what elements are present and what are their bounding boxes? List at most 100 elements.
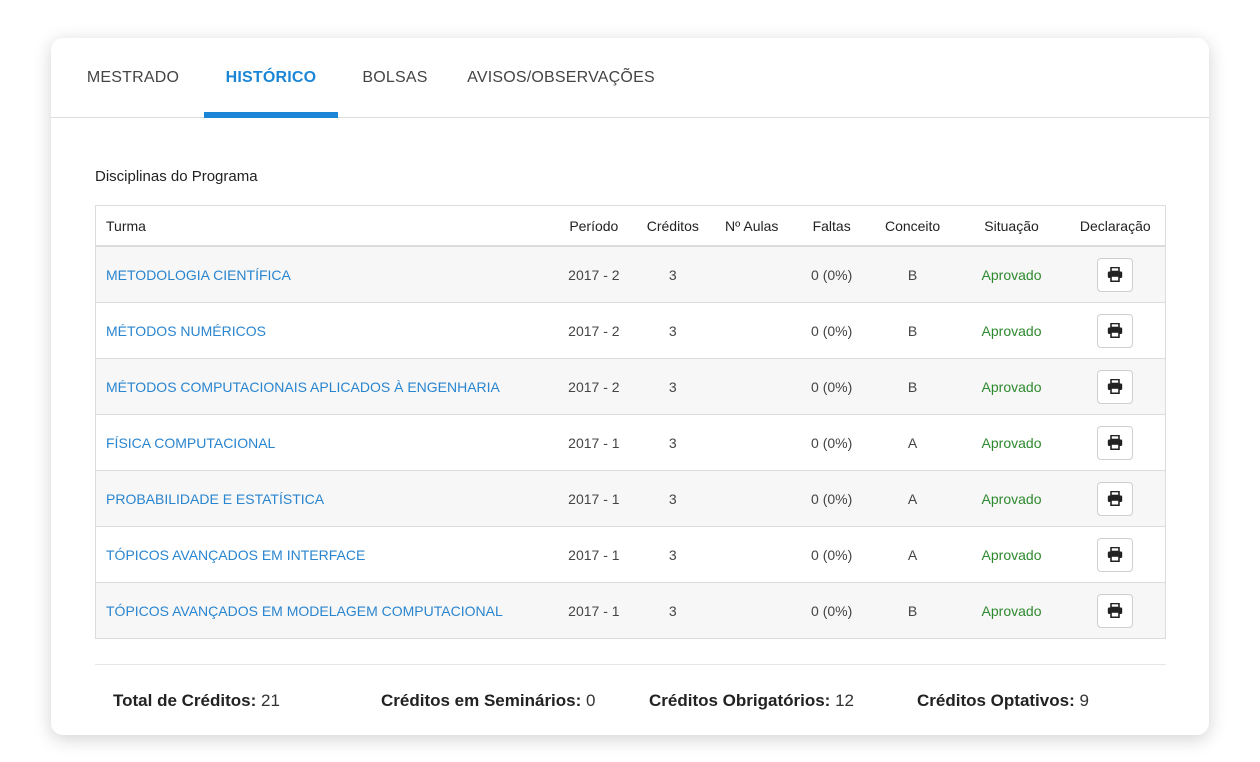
aulas-cell-td <box>707 582 796 639</box>
print-declaracao-button[interactable] <box>1097 537 1134 572</box>
situacao-cell: Aprovado <box>981 266 1042 283</box>
print-declaracao-button[interactable] <box>1097 481 1134 516</box>
printer-icon <box>1107 603 1123 618</box>
periodo-cell: 2017 - 2 <box>568 378 620 395</box>
total-creditos-label: Total de Créditos: <box>113 691 257 710</box>
conceito-cell-td: B <box>867 245 958 303</box>
turma-link-td: MÉTODOS NUMÉRICOS <box>95 302 550 359</box>
aulas-cell-td <box>707 245 796 303</box>
conceito-cell-td: A <box>867 470 958 527</box>
turma-link[interactable]: PROBABILIDADE E ESTATÍSTICA <box>106 490 325 507</box>
table-row: TÓPICOS AVANÇADOS EM INTERFACE 2017 - 1 3 0… <box>95 526 1166 583</box>
creditos-cell-td: 3 <box>637 358 708 415</box>
turma-link-td: METODOLOGIA CIENTÍFICA <box>95 245 550 303</box>
total-creditos: Total de Créditos: 21 <box>113 691 280 711</box>
situacao-cell: Aprovado <box>981 490 1042 507</box>
faltas-cell: 0 (0%) <box>811 602 853 619</box>
periodo-cell: 2017 - 1 <box>568 434 620 451</box>
periodo-cell: 2017 - 1 <box>568 602 620 619</box>
printer-icon <box>1107 435 1123 450</box>
faltas-cell: 0 (0%) <box>811 378 853 395</box>
situacao-cell: Aprovado <box>981 546 1042 563</box>
conceito-cell: B <box>907 322 918 339</box>
header-declaracao[interactable]: Declaração <box>1065 205 1166 247</box>
conceito-cell-td: A <box>867 526 958 583</box>
header-turma[interactable]: Turma <box>95 205 550 247</box>
periodo-cell-td: 2017 - 1 <box>549 582 638 639</box>
header-creditos[interactable]: Créditos <box>637 205 708 247</box>
situacao-cell: Aprovado <box>981 434 1042 451</box>
situacao-cell-td: Aprovado <box>957 302 1066 359</box>
print-declaracao-button[interactable] <box>1097 313 1134 348</box>
printer-icon <box>1107 379 1123 394</box>
declaracao-td <box>1065 302 1166 359</box>
header-periodo[interactable]: Período <box>549 205 638 247</box>
creditos-optativos-label: Créditos Optativos: <box>917 691 1075 710</box>
creditos-cell-td: 3 <box>637 302 708 359</box>
section-title: Disciplinas do Programa <box>95 168 258 185</box>
declaracao-td <box>1065 582 1166 639</box>
print-declaracao-button[interactable] <box>1097 425 1134 460</box>
turma-link-td: FÍSICA COMPUTACIONAL <box>95 414 550 471</box>
conceito-cell: B <box>907 266 918 283</box>
tab-mestrado[interactable]: MESTRADO <box>86 68 180 86</box>
turma-link-td: TÓPICOS AVANÇADOS EM MODELAGEM COMPUTACI… <box>95 582 550 639</box>
periodo-cell-td: 2017 - 2 <box>549 302 638 359</box>
tab-historico[interactable]: HISTÓRICO <box>204 38 338 118</box>
turma-link[interactable]: MÉTODOS COMPUTACIONAIS APLICADOS À ENGEN… <box>106 378 500 395</box>
turma-link[interactable]: FÍSICA COMPUTACIONAL <box>106 434 276 451</box>
creditos-cell: 3 <box>668 266 677 283</box>
print-declaracao-button[interactable] <box>1097 593 1134 628</box>
periodo-cell-td: 2017 - 2 <box>549 245 638 303</box>
creditos-cell-td: 3 <box>637 582 708 639</box>
header-aulas[interactable]: Nº Aulas <box>707 205 796 247</box>
creditos-cell-td: 3 <box>637 526 708 583</box>
creditos-cell: 3 <box>668 434 677 451</box>
aulas-cell-td <box>707 302 796 359</box>
situacao-cell: Aprovado <box>981 322 1042 339</box>
faltas-cell: 0 (0%) <box>811 322 853 339</box>
table-row: FÍSICA COMPUTACIONAL 2017 - 1 3 0 (0%) A Apro… <box>95 414 1166 471</box>
faltas-cell: 0 (0%) <box>811 266 853 283</box>
print-declaracao-button[interactable] <box>1097 257 1134 292</box>
periodo-cell: 2017 - 1 <box>568 546 620 563</box>
header-conceito[interactable]: Conceito <box>867 205 958 247</box>
printer-icon <box>1107 323 1123 338</box>
periodo-cell: 2017 - 1 <box>568 490 620 507</box>
conceito-cell: A <box>907 434 918 451</box>
faltas-cell-td: 0 (0%) <box>795 302 868 359</box>
header-faltas[interactable]: Faltas <box>795 205 868 247</box>
turma-link[interactable]: TÓPICOS AVANÇADOS EM INTERFACE <box>106 546 366 563</box>
creditos-cell: 3 <box>668 490 677 507</box>
faltas-cell: 0 (0%) <box>811 434 853 451</box>
turma-link[interactable]: MÉTODOS NUMÉRICOS <box>106 322 266 339</box>
printer-icon <box>1107 491 1123 506</box>
periodo-cell-td: 2017 - 2 <box>549 358 638 415</box>
aulas-cell-td <box>707 470 796 527</box>
print-declaracao-button[interactable] <box>1097 369 1134 404</box>
turma-link-td: PROBABILIDADE E ESTATÍSTICA <box>95 470 550 527</box>
header-situacao[interactable]: Situação <box>957 205 1066 247</box>
periodo-cell-td: 2017 - 1 <box>549 470 638 527</box>
periodo-cell: 2017 - 2 <box>568 266 620 283</box>
turma-link[interactable]: METODOLOGIA CIENTÍFICA <box>106 266 291 283</box>
faltas-cell: 0 (0%) <box>811 490 853 507</box>
turma-link-td: MÉTODOS COMPUTACIONAIS APLICADOS À ENGEN… <box>95 358 550 415</box>
printer-icon <box>1107 547 1123 562</box>
declaracao-td <box>1065 470 1166 527</box>
faltas-cell-td: 0 (0%) <box>795 470 868 527</box>
turma-link[interactable]: TÓPICOS AVANÇADOS EM MODELAGEM COMPUTACI… <box>106 602 503 619</box>
faltas-cell-td: 0 (0%) <box>795 582 868 639</box>
creditos-optativos-value: 9 <box>1079 691 1089 710</box>
printer-icon <box>1107 267 1123 282</box>
aulas-cell-td <box>707 414 796 471</box>
creditos-cell: 3 <box>668 546 677 563</box>
conceito-cell-td: B <box>867 302 958 359</box>
tab-bolsas[interactable]: BOLSAS <box>362 68 428 86</box>
situacao-cell-td: Aprovado <box>957 470 1066 527</box>
aulas-cell-td <box>707 358 796 415</box>
conceito-cell-td: A <box>867 414 958 471</box>
tab-avisos-observacoes[interactable]: AVISOS/OBSERVAÇÕES <box>467 68 655 86</box>
conceito-cell: B <box>907 378 918 395</box>
aulas-cell-td <box>707 526 796 583</box>
